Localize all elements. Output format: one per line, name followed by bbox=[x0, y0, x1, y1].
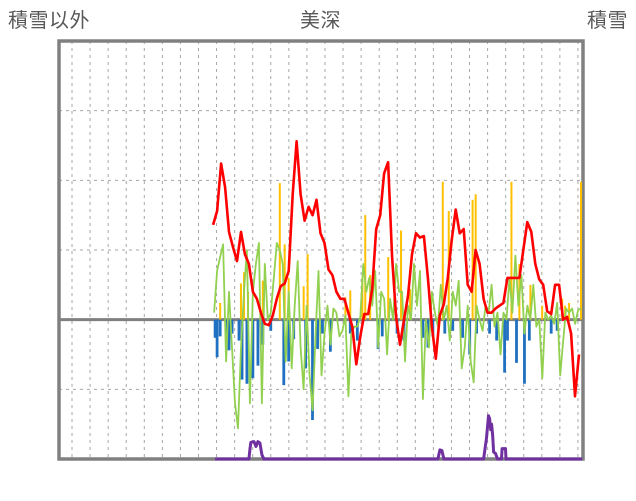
red-line bbox=[211, 140, 581, 398]
left-axis-title: 積雪以外 bbox=[8, 10, 90, 32]
gridlines bbox=[59, 41, 583, 459]
chart-title: 美深 bbox=[300, 10, 341, 32]
right-axis-title: 積雪 bbox=[587, 10, 628, 32]
orange-spikes bbox=[219, 181, 583, 320]
purple-line bbox=[215, 414, 583, 461]
green-line bbox=[213, 242, 582, 430]
